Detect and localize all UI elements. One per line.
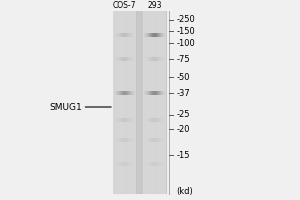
- Text: -100: -100: [177, 38, 196, 47]
- Text: -75: -75: [177, 54, 190, 64]
- Text: COS-7: COS-7: [113, 0, 136, 9]
- Bar: [113, 11, 136, 194]
- Bar: [143, 11, 166, 194]
- Bar: [169, 11, 300, 194]
- Text: (kd): (kd): [176, 187, 193, 196]
- Text: -37: -37: [177, 88, 191, 98]
- Text: -250: -250: [177, 16, 196, 24]
- Text: SMUG1: SMUG1: [50, 102, 82, 112]
- Text: 293: 293: [147, 0, 162, 9]
- Bar: [116, 11, 166, 194]
- Text: -15: -15: [177, 150, 190, 160]
- Text: -150: -150: [177, 26, 196, 36]
- Text: -50: -50: [177, 72, 190, 82]
- Text: -25: -25: [177, 110, 190, 119]
- Text: -20: -20: [177, 124, 190, 134]
